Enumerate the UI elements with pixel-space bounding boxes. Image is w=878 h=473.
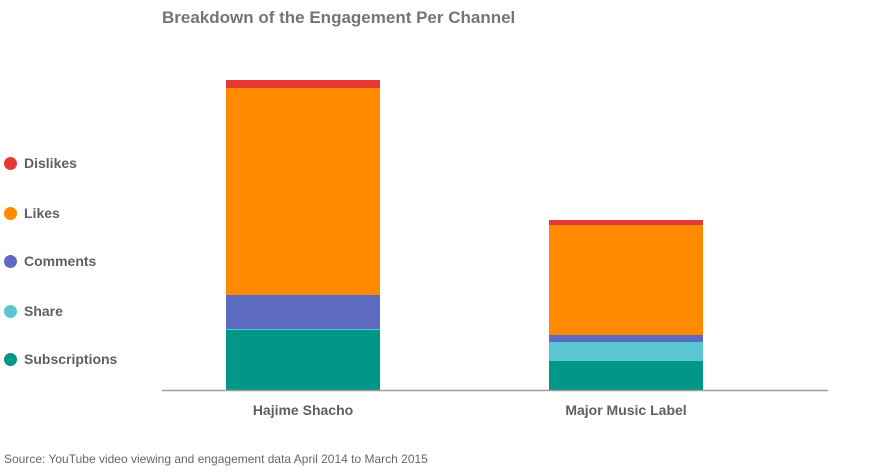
bar-dislikes-1 [549,220,703,225]
legend-item-dislikes: Dislikes [4,155,77,171]
category-label: Major Music Label [565,402,686,418]
legend-item-subscriptions: Subscriptions [4,351,117,367]
bar-subscriptions-1 [549,361,703,390]
legend-label: Comments [24,253,97,269]
bar-comments-1 [549,335,703,342]
legend-item-likes: Likes [4,205,60,221]
bar-dislikes-0 [226,80,380,88]
legend-label: Likes [24,205,60,221]
legend-swatch [4,304,17,318]
bar-share-1 [549,342,703,361]
source-note: Source: YouTube video viewing and engage… [4,452,428,466]
bar-likes-1 [549,225,703,335]
legend: Dislikes Likes Comments Share Subscriptions [4,0,154,473]
bar-likes-0 [226,88,380,295]
bar-subscriptions-0 [226,330,380,390]
legend-item-share: Share [4,303,63,319]
legend-swatch [4,206,17,220]
legend-label: Subscriptions [24,351,118,367]
legend-label: Share [24,303,63,319]
category-label: Hajime Shacho [253,402,353,418]
legend-label: Dislikes [24,155,77,171]
legend-swatch [4,254,17,268]
legend-swatch [4,156,17,170]
chart-title: Breakdown of the Engagement Per Channel [162,8,516,27]
bar-share-0 [226,329,380,330]
legend-swatch [4,352,17,366]
bar-comments-0 [226,295,380,329]
legend-item-comments: Comments [4,253,96,269]
